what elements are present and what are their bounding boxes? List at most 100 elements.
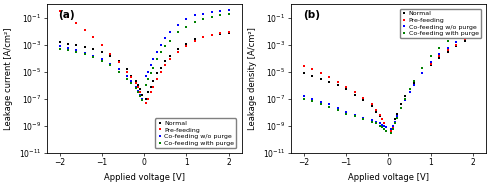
Co-feeding w/o purge <box>301 95 307 97</box>
Co-feeding with purge <box>146 78 151 80</box>
Co-feeding with purge <box>209 15 215 18</box>
Pre-feeding <box>135 85 141 88</box>
Co-feeding with purge <box>162 45 168 47</box>
Co-feeding w/o purge <box>419 72 425 74</box>
Pre-feeding <box>326 76 332 78</box>
Co-feeding with purge <box>116 70 122 73</box>
Co-feeding with purge <box>192 21 198 23</box>
Line: Pre-feeding: Pre-feeding <box>303 33 474 132</box>
Text: (a): (a) <box>58 10 75 20</box>
Normal <box>436 57 442 59</box>
Co-feeding w/o purge <box>91 55 97 57</box>
Co-feeding w/o purge <box>373 121 379 123</box>
Co-feeding with purge <box>379 126 385 128</box>
Co-feeding w/o purge <box>74 49 79 51</box>
Normal <box>154 72 160 74</box>
Co-feeding with purge <box>150 67 156 69</box>
Co-feeding with purge <box>470 22 476 24</box>
Line: Co-feeding with purge: Co-feeding with purge <box>303 22 474 134</box>
Co-feeding w/o purge <box>209 11 215 13</box>
Pre-feeding <box>428 62 434 65</box>
Co-feeding with purge <box>343 112 349 115</box>
Pre-feeding <box>144 102 149 104</box>
Normal <box>137 88 143 90</box>
Normal <box>56 41 62 43</box>
Normal <box>470 33 476 35</box>
Pre-feeding <box>360 97 366 99</box>
Co-feeding with purge <box>56 48 62 50</box>
Normal <box>150 80 156 82</box>
Pre-feeding <box>436 55 442 57</box>
Co-feeding with purge <box>352 115 358 117</box>
Normal <box>381 122 387 124</box>
Normal <box>226 32 232 34</box>
Co-feeding w/o purge <box>343 111 349 113</box>
Co-feeding w/o purge <box>381 125 387 127</box>
Co-feeding with purge <box>445 39 451 42</box>
Normal <box>74 44 79 46</box>
Pre-feeding <box>56 10 62 12</box>
Normal <box>107 55 113 57</box>
Pre-feeding <box>390 126 395 128</box>
Co-feeding w/o purge <box>411 84 417 86</box>
Co-feeding w/o purge <box>470 32 476 34</box>
Co-feeding with purge <box>218 14 223 16</box>
Co-feeding with purge <box>107 64 113 66</box>
Normal <box>175 48 181 50</box>
Normal <box>377 115 383 117</box>
Co-feeding w/o purge <box>462 37 467 39</box>
Co-feeding w/o purge <box>377 122 383 124</box>
Co-feeding w/o purge <box>309 98 315 100</box>
Co-feeding w/o purge <box>139 98 145 100</box>
Co-feeding w/o purge <box>318 101 324 103</box>
Line: Co-feeding w/o purge: Co-feeding w/o purge <box>303 32 474 130</box>
Co-feeding w/o purge <box>162 37 168 39</box>
Normal <box>343 88 349 90</box>
Line: Co-feeding with purge: Co-feeding with purge <box>58 13 230 101</box>
Normal <box>360 99 366 101</box>
Co-feeding with purge <box>390 128 395 130</box>
Co-feeding with purge <box>453 33 459 35</box>
Co-feeding w/o purge <box>436 53 442 55</box>
Normal <box>218 33 223 35</box>
Co-feeding with purge <box>335 109 341 111</box>
Pre-feeding <box>343 85 349 88</box>
Normal <box>326 81 332 83</box>
Normal <box>411 82 417 84</box>
Co-feeding with purge <box>428 55 434 57</box>
Normal <box>128 75 134 77</box>
Co-feeding w/o purge <box>379 124 385 126</box>
Co-feeding w/o purge <box>82 52 88 54</box>
Pre-feeding <box>392 121 398 123</box>
Co-feeding with purge <box>82 53 88 55</box>
Normal <box>146 91 151 93</box>
Co-feeding w/o purge <box>65 46 71 49</box>
Co-feeding with purge <box>373 122 379 124</box>
Co-feeding w/o purge <box>124 75 130 77</box>
Pre-feeding <box>139 98 145 100</box>
Normal <box>453 45 459 47</box>
Pre-feeding <box>200 36 206 39</box>
Normal <box>116 60 122 62</box>
Co-feeding with purge <box>137 95 143 97</box>
Normal <box>301 72 307 74</box>
Co-feeding w/o purge <box>394 115 400 117</box>
Co-feeding w/o purge <box>154 51 160 53</box>
Co-feeding with purge <box>377 125 383 127</box>
Pre-feeding <box>107 53 113 55</box>
Line: Pre-feeding: Pre-feeding <box>58 10 230 104</box>
Co-feeding w/o purge <box>218 10 223 12</box>
Pre-feeding <box>116 61 122 63</box>
Co-feeding with purge <box>407 88 413 90</box>
Co-feeding w/o purge <box>335 107 341 109</box>
Pre-feeding <box>150 85 156 88</box>
Co-feeding with purge <box>147 72 153 74</box>
Co-feeding with purge <box>139 99 145 101</box>
Co-feeding w/o purge <box>116 68 122 70</box>
Co-feeding w/o purge <box>200 12 206 15</box>
Co-feeding w/o purge <box>445 46 451 49</box>
Pre-feeding <box>74 22 79 24</box>
Co-feeding with purge <box>65 49 71 51</box>
Normal <box>167 55 172 57</box>
Co-feeding with purge <box>436 46 442 49</box>
